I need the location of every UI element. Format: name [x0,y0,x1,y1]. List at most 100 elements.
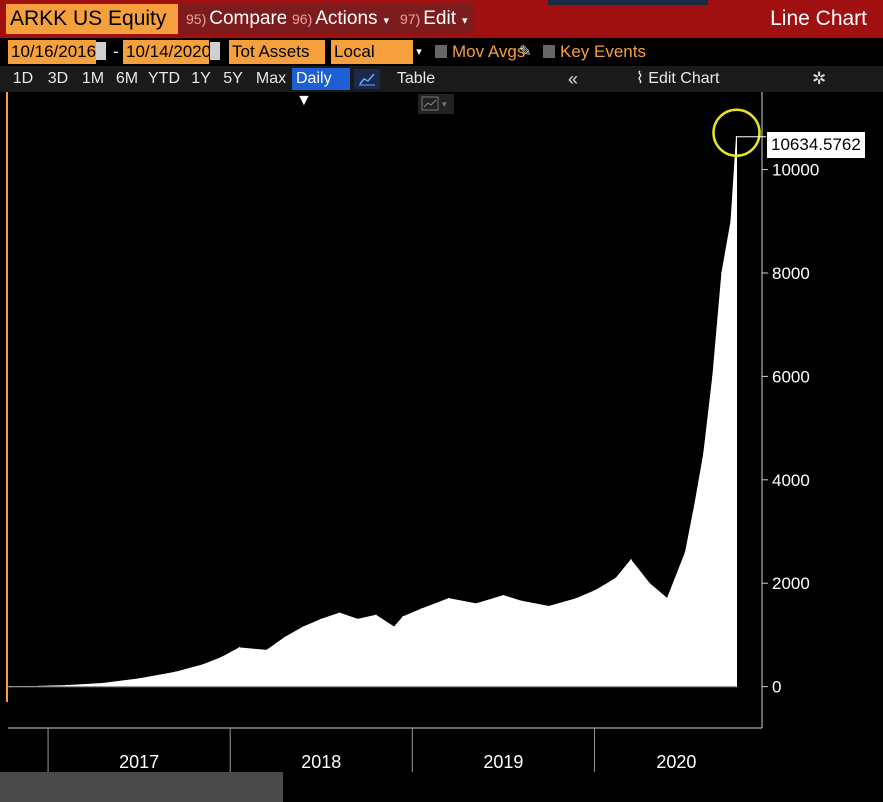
key-events-label: Key Events [560,42,646,61]
last-point-highlight-circle [712,108,761,157]
x-tick-label: 2020 [656,752,696,772]
period-1d[interactable]: 1D [12,70,34,87]
data-point [548,605,550,608]
mini-line-icon: ▾ [421,96,447,111]
period-5y[interactable]: 5Y [223,70,243,87]
compare-button[interactable]: 95) Compare [180,4,294,34]
period-3d[interactable]: 3D [47,70,69,87]
actions-button[interactable]: 96) Actions ▾ [286,4,396,34]
data-point [666,597,669,600]
period-6m[interactable]: 6M [115,70,139,87]
line-chart-icon[interactable] [354,69,380,89]
data-point [138,678,140,680]
compare-shortcut: 95) [186,11,207,27]
top-edge-strip [548,0,708,5]
data-point [702,453,705,455]
chart-style-control[interactable]: ▾ [418,94,454,114]
data-point [284,636,286,639]
data-point [593,590,596,592]
calendar-icon[interactable] [96,42,106,60]
y-tick-label: 2000 [772,574,810,593]
line-chart-glyph [359,73,375,86]
ticker-field[interactable]: ARKK US Equity [6,4,178,34]
data-point [693,504,696,507]
compare-label: Compare [209,8,288,29]
y-tick-label: 10000 [772,161,819,180]
edit-chart-icon: ⌇ [636,70,649,87]
data-point [648,582,650,585]
data-point [630,559,632,561]
data-point [502,594,505,597]
data-point [174,671,177,673]
data-point [238,647,241,649]
x-tick-label: 2017 [119,752,159,772]
controls-bar: 10/16/2016 - 10/14/2020 Tot Assets Local… [0,38,883,85]
field-selector[interactable]: Tot Assets [229,40,325,64]
data-point [712,375,714,378]
data-point [65,684,68,687]
data-point [202,664,204,666]
end-date-field[interactable]: 10/14/2020 [123,40,211,64]
edit-shortcut: 97) [400,11,421,27]
y-tick-label: 8000 [772,264,810,283]
data-point [402,616,405,618]
data-point [520,600,523,603]
data-point [730,220,732,223]
toolbar: 1D 3D 1M 6M YTD 1Y 5Y Max Daily ▼ Table … [0,66,883,109]
edit-button[interactable]: 97) Edit ▾ [394,4,474,34]
data-point [302,626,304,628]
period-ytd[interactable]: YTD [148,70,180,87]
mov-avgs-checkbox[interactable] [435,45,447,58]
data-point [338,612,341,615]
data-point [356,618,359,621]
data-point [375,614,377,617]
last-value-label: 10634.5762 [767,132,865,158]
x-tick-label: 2018 [301,752,341,772]
collapse-icon[interactable]: « [568,69,579,89]
svg-text:▾: ▾ [442,100,447,110]
data-point [575,597,578,600]
data-point [475,603,477,605]
start-date-field[interactable]: 10/16/2016 [8,40,96,64]
data-point [447,597,450,600]
data-point [393,626,395,628]
table-button[interactable]: Table [396,70,436,87]
data-point [602,585,605,587]
edit-chart-button[interactable]: ⌇ Edit Chart [636,66,719,92]
caret-down-icon: ▾ [461,15,468,27]
y-tick-label: 4000 [772,471,810,490]
period-1y[interactable]: 1Y [191,70,211,87]
caret-down-icon: ▾ [383,15,390,27]
y-tick-label: 0 [772,678,781,697]
mov-avgs-label: Mov Avgs [452,42,526,61]
data-point [220,656,222,659]
data-point [420,608,423,610]
plot-left-edge [6,92,8,702]
period-1m[interactable]: 1M [81,70,105,87]
chart-type-label: Line Chart [770,7,867,30]
frequency-dropdown[interactable]: Daily ▼ [292,68,350,109]
calendar-icon[interactable] [210,42,220,60]
data-point [721,272,723,274]
edit-chart-label: Edit Chart [648,70,720,87]
currency-selector[interactable]: Local CCY [331,40,413,85]
area-series [8,136,737,688]
gear-icon[interactable]: ✲ [812,69,827,88]
data-point [684,551,687,553]
data-point [320,618,323,621]
data-point [101,682,104,685]
key-events-checkbox[interactable] [543,45,555,58]
data-point [265,649,268,652]
pencil-icon[interactable]: ✎ [519,43,532,60]
chevron-down-icon[interactable]: ▾ [413,40,425,64]
chart-plot[interactable]: 0 2000 4000 6000 8000 10000 2017 2018 2019 2020 [0,92,883,772]
bottom-strip [283,772,883,802]
date-separator: - [113,42,119,61]
period-max[interactable]: Max [255,70,287,87]
y-tick-label: 6000 [772,367,810,386]
data-point [615,577,618,579]
actions-shortcut: 96) [292,11,313,27]
actions-label: Actions [315,8,378,29]
edit-label: Edit [423,8,456,29]
bottom-panel [0,772,283,802]
